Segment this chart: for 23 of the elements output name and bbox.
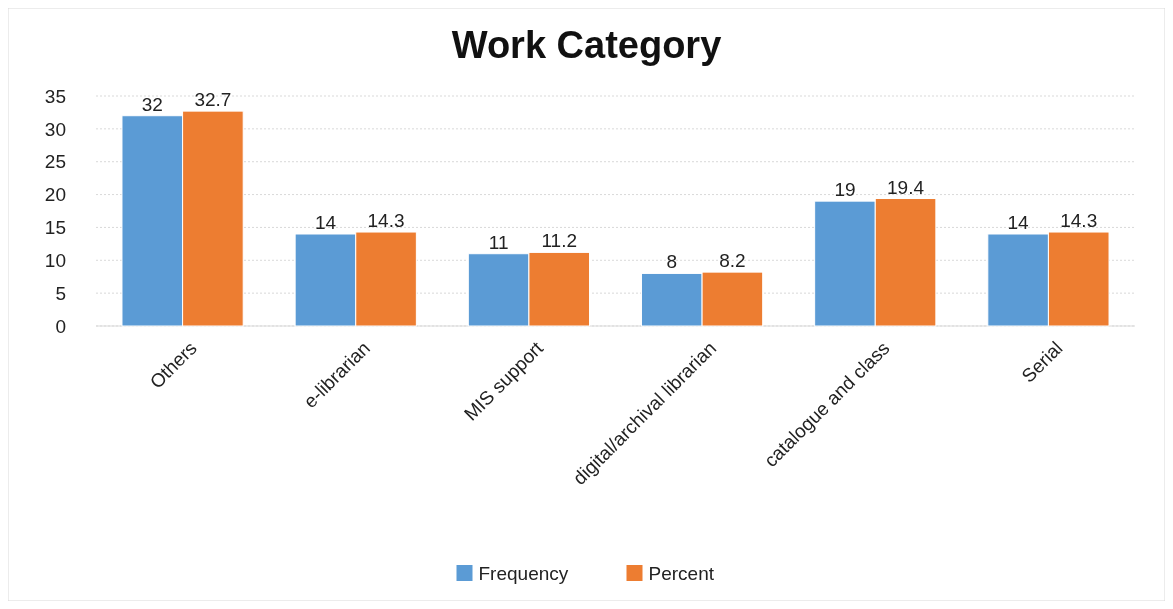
chart-title: Work Category: [451, 24, 722, 66]
data-label: 11: [488, 231, 509, 253]
y-tick-label: 10: [44, 249, 66, 271]
data-label: 32.7: [194, 89, 232, 111]
data-label: 19.4: [887, 176, 925, 198]
y-tick-label: 5: [55, 282, 66, 304]
data-label: 14.3: [367, 210, 405, 232]
data-label: 11.2: [541, 230, 578, 252]
data-label: 14: [1007, 212, 1030, 233]
legend-label: Frequency: [478, 562, 569, 584]
data-label: 14: [314, 212, 337, 233]
data-label: 8.2: [719, 250, 746, 272]
y-tick-label: 25: [44, 151, 66, 173]
y-tick-label: 30: [44, 118, 66, 140]
legend-label: Percent: [648, 562, 715, 584]
y-tick-label: 20: [44, 184, 66, 206]
y-tick-label: 0: [55, 315, 66, 337]
y-tick-label: 35: [44, 85, 66, 107]
data-label: 8: [666, 251, 678, 273]
data-label: 14.3: [1060, 210, 1098, 232]
data-label: 32: [141, 93, 163, 115]
data-label: 19: [834, 179, 856, 201]
y-tick-label: 15: [44, 217, 66, 239]
